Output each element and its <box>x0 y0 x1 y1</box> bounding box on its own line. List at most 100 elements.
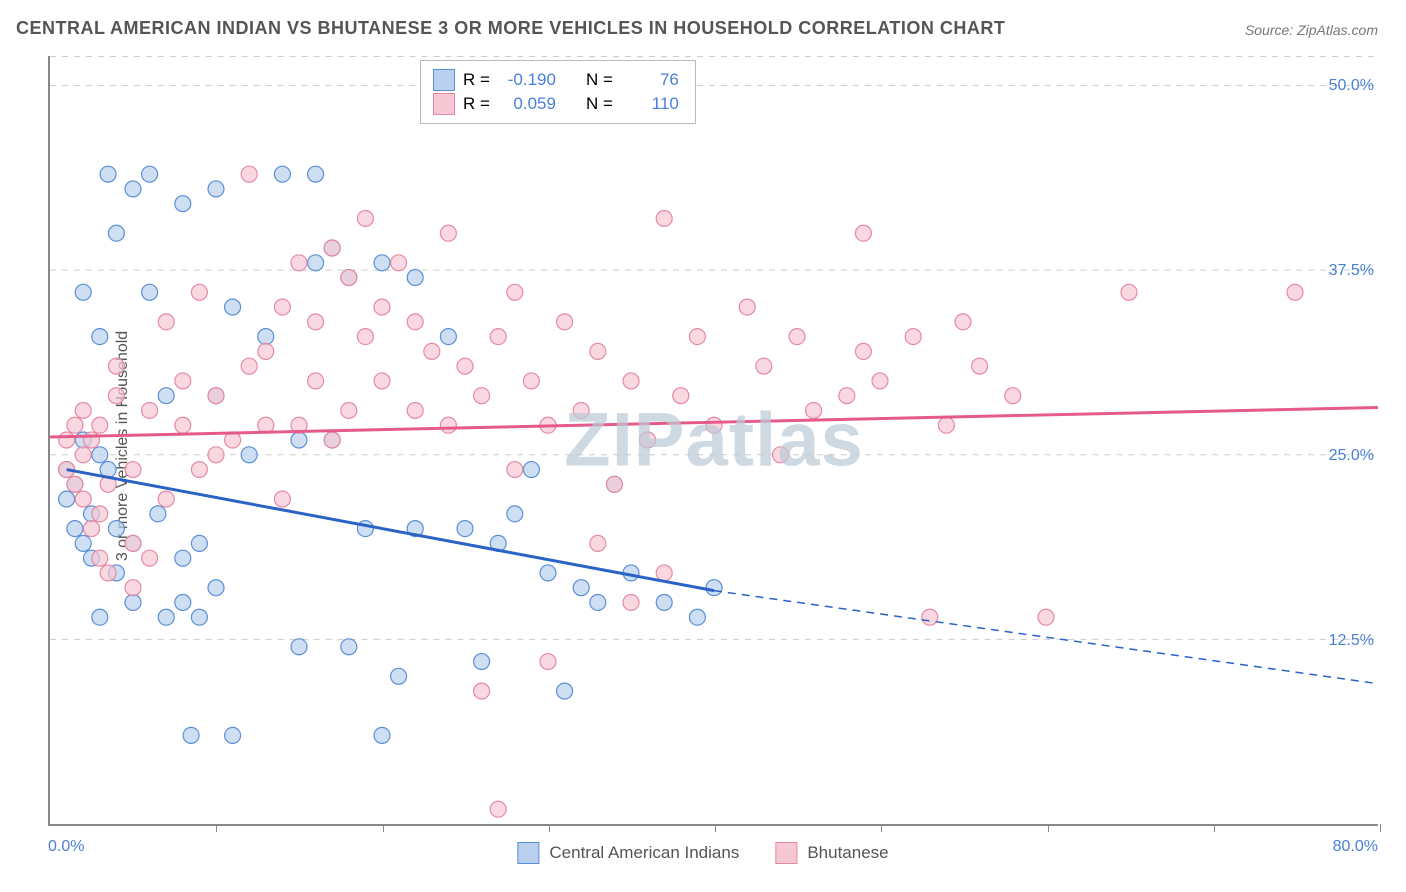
data-point <box>291 255 307 271</box>
data-point <box>92 329 108 345</box>
data-point <box>125 181 141 197</box>
data-point <box>424 343 440 359</box>
data-point <box>125 535 141 551</box>
data-point <box>67 476 83 492</box>
data-point <box>142 402 158 418</box>
x-tick-mark <box>216 824 217 832</box>
data-point <box>308 166 324 182</box>
data-point <box>225 299 241 315</box>
data-point <box>75 402 91 418</box>
data-point <box>59 491 75 507</box>
data-point <box>191 462 207 478</box>
data-point <box>150 506 166 522</box>
data-point <box>374 373 390 389</box>
y-tick-label: 12.5% <box>1329 632 1374 650</box>
data-point <box>474 683 490 699</box>
data-point <box>540 565 556 581</box>
data-point <box>158 491 174 507</box>
data-point <box>374 255 390 271</box>
stats-row: R = -0.190 N = 76 <box>433 69 679 91</box>
data-point <box>374 727 390 743</box>
data-point <box>955 314 971 330</box>
legend-item: Central American Indians <box>517 842 739 864</box>
data-point <box>158 314 174 330</box>
data-point <box>590 535 606 551</box>
data-point <box>158 609 174 625</box>
data-point <box>507 284 523 300</box>
data-point <box>391 255 407 271</box>
data-point <box>490 801 506 817</box>
data-point <box>590 343 606 359</box>
data-point <box>175 550 191 566</box>
data-point <box>457 521 473 537</box>
data-point <box>158 388 174 404</box>
data-point <box>125 580 141 596</box>
data-point <box>324 432 340 448</box>
x-tick-mark <box>383 824 384 832</box>
data-point <box>457 358 473 374</box>
data-point <box>673 388 689 404</box>
x-tick-mark <box>1048 824 1049 832</box>
chart-svg <box>50 56 1378 824</box>
data-point <box>706 580 722 596</box>
data-point <box>175 417 191 433</box>
data-point <box>258 343 274 359</box>
data-point <box>706 417 722 433</box>
data-point <box>125 462 141 478</box>
stat-label: N = <box>586 94 613 114</box>
y-tick-label: 25.0% <box>1329 447 1374 465</box>
data-point <box>75 535 91 551</box>
data-point <box>374 299 390 315</box>
data-point <box>739 299 755 315</box>
data-point <box>656 210 672 226</box>
x-tick-mark <box>1214 824 1215 832</box>
data-point <box>606 476 622 492</box>
legend-item: Bhutanese <box>775 842 888 864</box>
data-point <box>274 166 290 182</box>
chart-title: CENTRAL AMERICAN INDIAN VS BHUTANESE 3 O… <box>16 18 1005 39</box>
data-point <box>474 654 490 670</box>
data-point <box>308 314 324 330</box>
data-point <box>905 329 921 345</box>
legend-label: Central American Indians <box>549 843 739 863</box>
source-attribution: Source: ZipAtlas.com <box>1245 22 1378 38</box>
data-point <box>84 432 100 448</box>
data-point <box>208 580 224 596</box>
data-point <box>855 343 871 359</box>
data-point <box>357 329 373 345</box>
data-point <box>108 225 124 241</box>
stat-label: R = <box>463 94 490 114</box>
data-point <box>291 639 307 655</box>
data-point <box>573 402 589 418</box>
data-point <box>67 417 83 433</box>
x-tick-mark <box>1380 824 1381 832</box>
data-point <box>100 166 116 182</box>
data-point <box>92 447 108 463</box>
plot-area: ZIPatlas <box>48 56 1378 826</box>
data-point <box>75 447 91 463</box>
data-point <box>142 166 158 182</box>
data-point <box>142 284 158 300</box>
data-point <box>341 402 357 418</box>
data-point <box>341 639 357 655</box>
data-point <box>84 521 100 537</box>
data-point <box>623 594 639 610</box>
data-point <box>274 299 290 315</box>
legend-bottom: Central American Indians Bhutanese <box>517 842 888 864</box>
y-tick-label: 50.0% <box>1329 77 1374 95</box>
data-point <box>183 727 199 743</box>
stat-value: -0.190 <box>498 70 556 90</box>
data-point <box>191 609 207 625</box>
data-point <box>656 565 672 581</box>
x-axis-max-label: 80.0% <box>1333 838 1378 856</box>
x-tick-mark <box>549 824 550 832</box>
data-point <box>922 609 938 625</box>
data-point <box>59 432 75 448</box>
data-point <box>590 594 606 610</box>
data-point <box>92 417 108 433</box>
x-tick-mark <box>881 824 882 832</box>
stat-value: 110 <box>621 94 679 114</box>
data-point <box>490 329 506 345</box>
data-point <box>440 417 456 433</box>
data-point <box>108 358 124 374</box>
